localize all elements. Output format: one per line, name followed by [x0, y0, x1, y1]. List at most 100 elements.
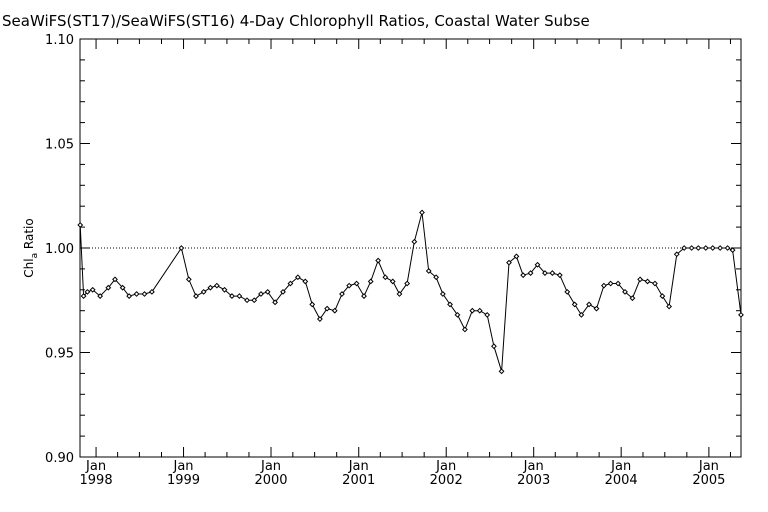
data-point [527, 270, 534, 276]
x-tick-label-month: Jan [173, 459, 194, 474]
data-point [207, 284, 214, 291]
data-point [97, 293, 104, 299]
data-point [666, 303, 673, 310]
data-point [578, 311, 585, 318]
data-point [316, 316, 323, 322]
data-point [425, 268, 432, 274]
data-point [622, 288, 628, 295]
data-point [484, 311, 491, 318]
data-point [331, 307, 338, 314]
data-point [498, 368, 505, 375]
data-point [571, 301, 578, 308]
data-point [389, 278, 396, 285]
chart-title: SeaWiFS(ST17)/SeaWiFS(ST16) 4-Day Chloro… [2, 12, 590, 30]
data-point [644, 278, 651, 285]
data-point [593, 305, 600, 312]
data-point [213, 282, 220, 289]
data-point [637, 276, 644, 283]
data-point [178, 245, 185, 251]
x-tick-label-month: Jan [435, 459, 456, 474]
data-point [607, 280, 614, 287]
y-axis-label: Chla Ratio [22, 218, 40, 277]
data-point [439, 291, 446, 297]
y-tick-label: 1.00 [45, 242, 74, 257]
x-tick-label-month: Jan [348, 459, 369, 474]
data-point [258, 291, 264, 297]
data-point [221, 286, 228, 293]
data-point [229, 293, 235, 299]
data-point [346, 282, 353, 289]
data-point [105, 284, 112, 291]
data-point [454, 311, 461, 318]
data-point [433, 274, 440, 281]
x-tick-label-year: 2000 [254, 473, 287, 488]
data-point [119, 284, 126, 291]
data-point [615, 280, 621, 287]
x-tick-label-month: Jan [260, 459, 281, 474]
data-point [280, 288, 286, 295]
data-point [309, 301, 316, 308]
data-point [506, 259, 512, 266]
data-point [469, 307, 476, 314]
data-point [287, 280, 294, 287]
data-point [688, 245, 695, 251]
data-point [542, 270, 548, 276]
x-tick-label-year: 2003 [517, 473, 550, 488]
x-tick-label-month: Jan [523, 459, 544, 474]
data-point [84, 288, 91, 295]
series-line [79, 212, 742, 372]
data-point [564, 288, 571, 295]
y-tick-label: 1.10 [45, 33, 74, 48]
data-point [324, 305, 331, 312]
x-axis: Jan1998Jan1999Jan2000Jan2001Jan2002Jan20… [80, 39, 731, 488]
x-tick-label-year: 2004 [605, 473, 638, 488]
data-point [404, 280, 411, 287]
data-point [652, 280, 658, 287]
x-tick-label-month: Jan [85, 459, 106, 474]
data-point [193, 293, 199, 299]
data-point [353, 280, 360, 287]
x-tick-label-month: Jan [698, 459, 719, 474]
x-tick-label-year: 2005 [692, 473, 725, 488]
data-point [490, 343, 497, 350]
data-point [112, 276, 118, 283]
data-point [236, 293, 243, 299]
x-tick-label-year: 1998 [80, 473, 113, 488]
data-point [133, 291, 140, 297]
data-point [729, 247, 736, 253]
data-point [264, 288, 271, 295]
x-tick-label-year: 1999 [167, 473, 200, 488]
data-point [681, 245, 688, 251]
data-point [513, 253, 520, 260]
y-axis-label-text: Chla Ratio [22, 218, 40, 277]
y-axis: 0.90 0.95 1.00 1.05 1.10 [45, 33, 741, 466]
data-point [411, 238, 418, 245]
data-point [476, 307, 483, 314]
data-point [520, 272, 527, 279]
data-point [367, 278, 374, 285]
data-point [447, 301, 453, 308]
x-tick-label-year: 2001 [342, 473, 375, 488]
data-point [461, 326, 468, 333]
data-point [601, 282, 607, 289]
data-point [556, 272, 563, 279]
data-point [80, 293, 87, 299]
data-point [77, 222, 84, 228]
data-point [185, 276, 192, 283]
data-point [396, 291, 403, 297]
x-tick-label-year: 2002 [430, 473, 463, 488]
data-point [375, 257, 382, 264]
data-point [659, 293, 666, 299]
data-point [534, 261, 541, 268]
data-point [361, 293, 367, 299]
y-tick-label: 0.90 [45, 451, 74, 466]
data-point [702, 245, 709, 251]
data-point [272, 299, 278, 306]
data-point [251, 297, 258, 304]
data-point [709, 245, 716, 251]
x-tick-label-month: Jan [610, 459, 631, 474]
data-point [126, 293, 133, 299]
data-point [302, 278, 309, 285]
data-point [244, 297, 250, 304]
